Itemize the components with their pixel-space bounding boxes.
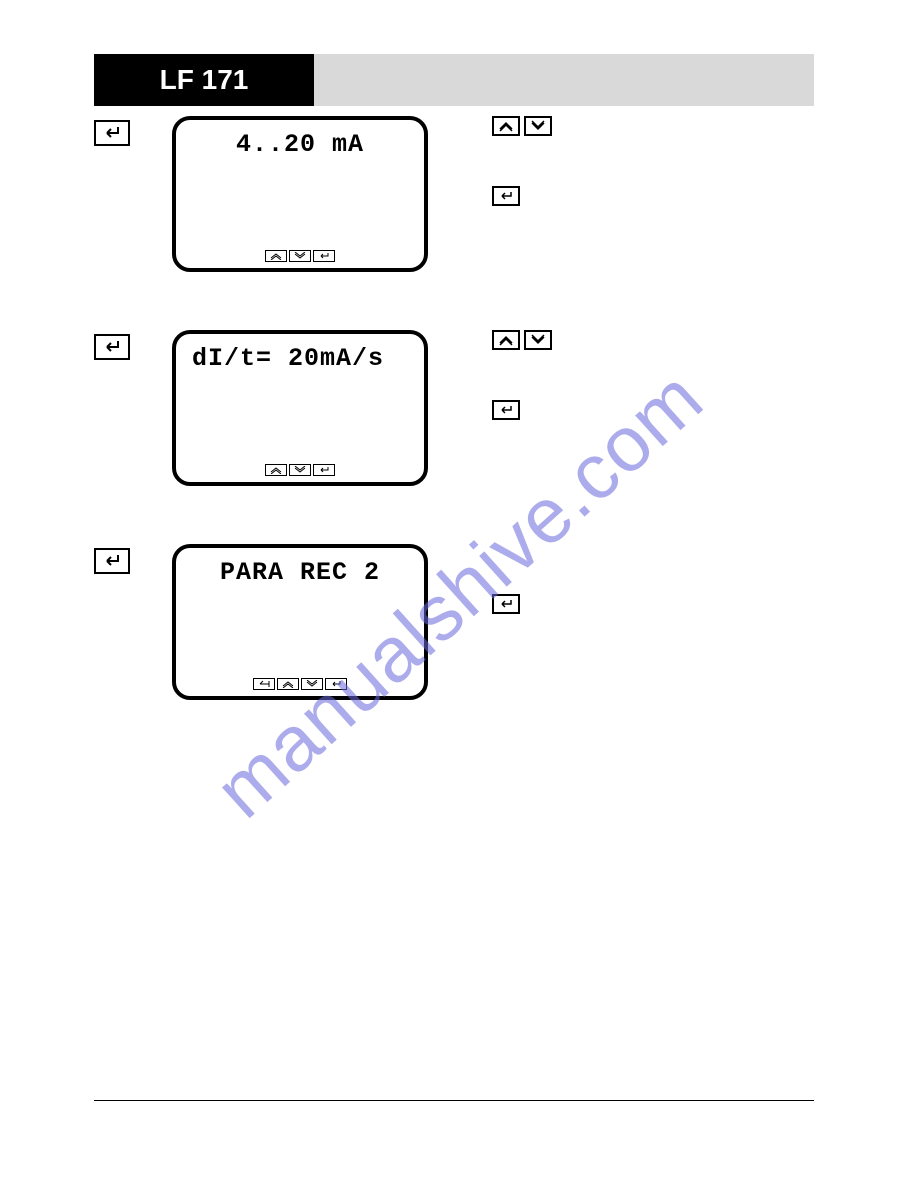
updown-pair: [492, 116, 552, 136]
enter-key-icon: [94, 334, 130, 360]
enter-key-icon: [492, 400, 520, 420]
enter-single: [492, 400, 552, 420]
up-icon: [277, 678, 299, 690]
right-keys-1: [492, 116, 552, 206]
enter-single: [492, 186, 552, 206]
page-header: LF 171: [94, 54, 814, 106]
down-icon: [289, 464, 311, 476]
step-row-1: 4..20 mA: [94, 116, 552, 272]
footer-divider: [94, 1100, 814, 1101]
lcd-bottom-keys-2: [265, 464, 335, 476]
down-icon: [301, 678, 323, 690]
lcd-bottom-keys-1: [265, 250, 335, 262]
updown-pair: [492, 330, 552, 350]
right-keys-2: [492, 330, 552, 420]
enter-key-icon: [492, 186, 520, 206]
lcd-text-2: dI/t= 20mA/s: [176, 344, 424, 373]
up-icon: [265, 250, 287, 262]
enter-key-icon: [94, 548, 130, 574]
enter-key-icon: [492, 594, 520, 614]
lcd-bottom-keys-3: [253, 678, 347, 690]
back-icon: [253, 678, 275, 690]
lcd-text-3: PARA REC 2: [176, 558, 424, 587]
enter-key-icon: [94, 120, 130, 146]
enter-icon: [313, 464, 335, 476]
lcd-display-3: PARA REC 2: [172, 544, 428, 700]
enter-single: [492, 594, 520, 614]
lcd-display-2: dI/t= 20mA/s: [172, 330, 428, 486]
up-key-icon: [492, 116, 520, 136]
down-icon: [289, 250, 311, 262]
up-icon: [265, 464, 287, 476]
enter-icon: [325, 678, 347, 690]
right-keys-3: [492, 544, 520, 614]
enter-icon: [313, 250, 335, 262]
step-row-3: PARA REC 2: [94, 544, 520, 700]
header-grey-bar: [314, 54, 814, 106]
down-key-icon: [524, 116, 552, 136]
lcd-text-1: 4..20 mA: [176, 130, 424, 159]
lcd-display-1: 4..20 mA: [172, 116, 428, 272]
down-key-icon: [524, 330, 552, 350]
up-key-icon: [492, 330, 520, 350]
model-label: LF 171: [94, 54, 314, 106]
step-row-2: dI/t= 20mA/s: [94, 330, 552, 486]
